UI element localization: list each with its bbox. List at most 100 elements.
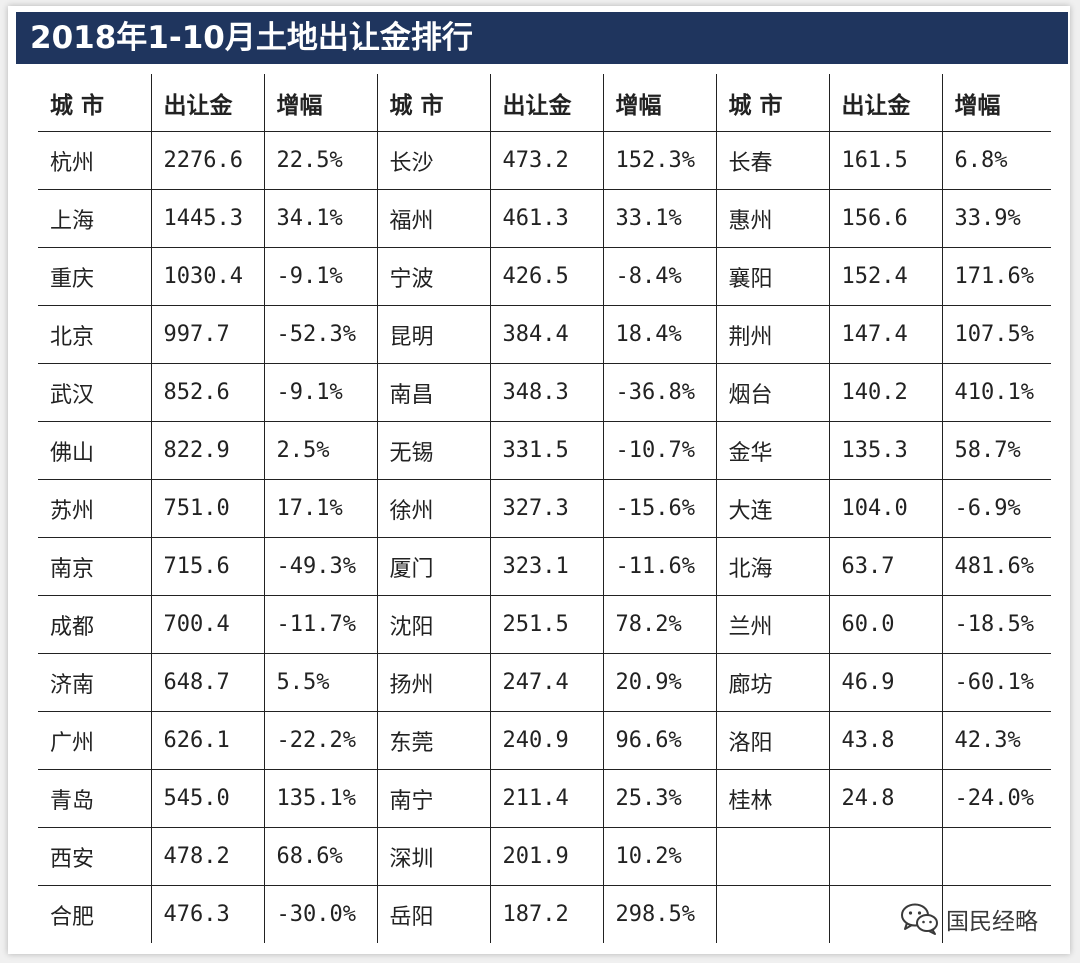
growth-cell: 2.5% bbox=[264, 421, 378, 480]
table-row: 武汉 852.6 -9.1% 南昌 348.3 -36.8% 烟台 140.2 410.1% bbox=[38, 363, 1051, 422]
revenue-cell: 211.4 bbox=[490, 769, 604, 828]
revenue-cell: 2276.6 bbox=[151, 131, 265, 190]
city-cell: 洛阳 bbox=[716, 711, 830, 770]
city-cell: 惠州 bbox=[716, 189, 830, 248]
revenue-cell: 478.2 bbox=[151, 827, 265, 886]
page-title: 2018年1-10月土地出让金排行 bbox=[30, 20, 473, 56]
growth-cell: 10.2% bbox=[603, 827, 717, 886]
column-header: 城 市 bbox=[38, 74, 152, 132]
growth-cell: -24.0% bbox=[942, 769, 1051, 828]
land-revenue-table: 城 市出让金 增幅城 市出让金 增幅城 市出让金 增幅 杭州 2276.6 22.5% 长沙… bbox=[38, 74, 1051, 943]
growth-cell: 481.6% bbox=[942, 537, 1051, 596]
revenue-cell: 46.9 bbox=[829, 653, 943, 712]
growth-cell: 68.6% bbox=[264, 827, 378, 886]
city-cell: 南京 bbox=[38, 537, 152, 596]
growth-cell: 18.4% bbox=[603, 305, 717, 364]
revenue-cell: 384.4 bbox=[490, 305, 604, 364]
growth-cell: -10.7% bbox=[603, 421, 717, 480]
growth-cell: -52.3% bbox=[264, 305, 378, 364]
city-cell: 廊坊 bbox=[716, 653, 830, 712]
growth-cell: -15.6% bbox=[603, 479, 717, 538]
title-bar: 2018年1-10月土地出让金排行 bbox=[16, 12, 1068, 64]
revenue-cell: 152.4 bbox=[829, 247, 943, 306]
growth-cell: -11.7% bbox=[264, 595, 378, 654]
city-cell: 扬州 bbox=[377, 653, 491, 712]
growth-cell: 25.3% bbox=[603, 769, 717, 828]
table-row: 重庆 1030.4 -9.1% 宁波 426.5 -8.4% 襄阳 152.4 171.6% bbox=[38, 247, 1051, 306]
revenue-cell: 147.4 bbox=[829, 305, 943, 364]
growth-cell: 78.2% bbox=[603, 595, 717, 654]
revenue-cell: 852.6 bbox=[151, 363, 265, 422]
revenue-cell: 426.5 bbox=[490, 247, 604, 306]
table-row: 上海 1445.3 34.1% 福州 461.3 33.1% 惠州 156.6 33.9% bbox=[38, 189, 1051, 248]
city-cell: 深圳 bbox=[377, 827, 491, 886]
city-cell: 福州 bbox=[377, 189, 491, 248]
revenue-cell: 323.1 bbox=[490, 537, 604, 596]
city-cell: 广州 bbox=[38, 711, 152, 770]
city-cell: 昆明 bbox=[377, 305, 491, 364]
growth-cell: 135.1% bbox=[264, 769, 378, 828]
revenue-cell: 751.0 bbox=[151, 479, 265, 538]
revenue-cell: 648.7 bbox=[151, 653, 265, 712]
table-body: 杭州 2276.6 22.5% 长沙 473.2 152.3% 长春 161.5 6.8% 上海 1… bbox=[38, 131, 1051, 943]
growth-cell: -60.1% bbox=[942, 653, 1051, 712]
revenue-cell: 700.4 bbox=[151, 595, 265, 654]
table-row: 济南 648.7 5.5% 扬州 247.4 20.9% 廊坊 46.9 -60.1% bbox=[38, 653, 1051, 712]
city-cell: 长沙 bbox=[377, 131, 491, 190]
revenue-cell: 327.3 bbox=[490, 479, 604, 538]
city-cell: 宁波 bbox=[377, 247, 491, 306]
table-row: 苏州 751.0 17.1% 徐州 327.3 -15.6% 大连 104.0 -6.9% bbox=[38, 479, 1051, 538]
revenue-cell: 997.7 bbox=[151, 305, 265, 364]
column-header: 城 市 bbox=[716, 74, 830, 132]
city-cell bbox=[716, 827, 830, 886]
city-cell: 武汉 bbox=[38, 363, 152, 422]
image-frame: 2018年1-10月土地出让金排行 城 市出让金 增幅城 市出让金 增幅城 市出让金… bbox=[8, 6, 1070, 954]
growth-cell: 152.3% bbox=[603, 131, 717, 190]
table-row: 南京 715.6 -49.3% 厦门 323.1 -11.6% 北海 63.7 481.6% bbox=[38, 537, 1051, 596]
revenue-cell: 187.2 bbox=[490, 885, 604, 943]
growth-cell: 96.6% bbox=[603, 711, 717, 770]
revenue-cell: 545.0 bbox=[151, 769, 265, 828]
revenue-cell: 24.8 bbox=[829, 769, 943, 828]
city-cell: 烟台 bbox=[716, 363, 830, 422]
column-header: 出让金 bbox=[151, 74, 265, 132]
city-cell: 成都 bbox=[38, 595, 152, 654]
table-row: 成都 700.4 -11.7% 沈阳 251.5 78.2% 兰州 60.0 -18.5% bbox=[38, 595, 1051, 654]
revenue-cell: 251.5 bbox=[490, 595, 604, 654]
column-header: 增幅 bbox=[942, 74, 1051, 132]
column-header: 出让金 bbox=[829, 74, 943, 132]
city-cell: 厦门 bbox=[377, 537, 491, 596]
revenue-cell: 63.7 bbox=[829, 537, 943, 596]
revenue-cell: 1445.3 bbox=[151, 189, 265, 248]
revenue-cell: 201.9 bbox=[490, 827, 604, 886]
growth-cell: 58.7% bbox=[942, 421, 1051, 480]
column-header: 出让金 bbox=[490, 74, 604, 132]
revenue-cell: 348.3 bbox=[490, 363, 604, 422]
growth-cell: 17.1% bbox=[264, 479, 378, 538]
revenue-cell bbox=[829, 827, 943, 886]
growth-cell: -18.5% bbox=[942, 595, 1051, 654]
growth-cell: 22.5% bbox=[264, 131, 378, 190]
table-header-row: 城 市出让金 增幅城 市出让金 增幅城 市出让金 增幅 bbox=[38, 74, 1051, 132]
city-cell: 西安 bbox=[38, 827, 152, 886]
city-cell: 长春 bbox=[716, 131, 830, 190]
city-cell: 荆州 bbox=[716, 305, 830, 364]
watermark-text: 国民经略 bbox=[946, 909, 1038, 935]
city-cell: 无锡 bbox=[377, 421, 491, 480]
city-cell: 桂林 bbox=[716, 769, 830, 828]
growth-cell: -22.2% bbox=[264, 711, 378, 770]
revenue-cell: 60.0 bbox=[829, 595, 943, 654]
revenue-cell: 156.6 bbox=[829, 189, 943, 248]
growth-cell: 6.8% bbox=[942, 131, 1051, 190]
table-row: 广州 626.1 -22.2% 东莞 240.9 96.6% 洛阳 43.8 42.3% bbox=[38, 711, 1051, 770]
watermark: 国民经略 bbox=[900, 902, 1038, 936]
growth-cell: -9.1% bbox=[264, 247, 378, 306]
revenue-cell: 161.5 bbox=[829, 131, 943, 190]
growth-cell: 298.5% bbox=[603, 885, 717, 943]
growth-cell: -8.4% bbox=[603, 247, 717, 306]
table-row: 佛山 822.9 2.5% 无锡 331.5 -10.7% 金华 135.3 58.7% bbox=[38, 421, 1051, 480]
growth-cell: -30.0% bbox=[264, 885, 378, 943]
revenue-cell bbox=[829, 885, 943, 943]
growth-cell: 33.9% bbox=[942, 189, 1051, 248]
growth-cell: 20.9% bbox=[603, 653, 717, 712]
